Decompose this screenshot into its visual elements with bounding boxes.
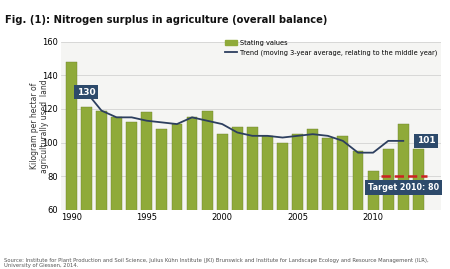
Bar	[322, 137, 333, 269]
Bar	[126, 122, 137, 269]
Bar	[277, 143, 288, 269]
Y-axis label: Kilogram per hectar of
agriculturally used  land: Kilogram per hectar of agriculturally us…	[30, 79, 49, 173]
Bar	[96, 111, 107, 269]
Bar	[292, 134, 303, 269]
Bar	[187, 117, 198, 269]
Bar	[262, 136, 273, 269]
Bar	[338, 136, 348, 269]
Text: Source: Institute for Plant Production and Soil Science, Julius Kühn Institute (: Source: Institute for Plant Production a…	[4, 258, 429, 268]
Text: 101: 101	[417, 136, 435, 145]
Bar	[383, 149, 394, 269]
Bar	[398, 124, 409, 269]
Bar	[232, 128, 243, 269]
Bar	[66, 62, 77, 269]
Bar	[202, 111, 212, 269]
Bar	[157, 129, 167, 269]
Bar	[81, 107, 92, 269]
Bar	[368, 171, 378, 269]
Bar	[247, 128, 258, 269]
Legend: Stating values, Trend (moving 3-year average, relating to the middle year): Stating values, Trend (moving 3-year ave…	[225, 40, 438, 56]
Bar	[141, 112, 152, 269]
Text: Target 2010: 80: Target 2010: 80	[368, 183, 439, 192]
Bar	[217, 134, 228, 269]
Text: Fig. (1): Nitrogen surplus in agriculture (overall balance): Fig. (1): Nitrogen surplus in agricultur…	[5, 15, 328, 25]
Text: 130: 130	[77, 88, 96, 97]
Bar	[353, 151, 364, 269]
Bar	[171, 124, 182, 269]
Bar	[413, 149, 424, 269]
Bar	[307, 129, 318, 269]
Bar	[111, 117, 122, 269]
